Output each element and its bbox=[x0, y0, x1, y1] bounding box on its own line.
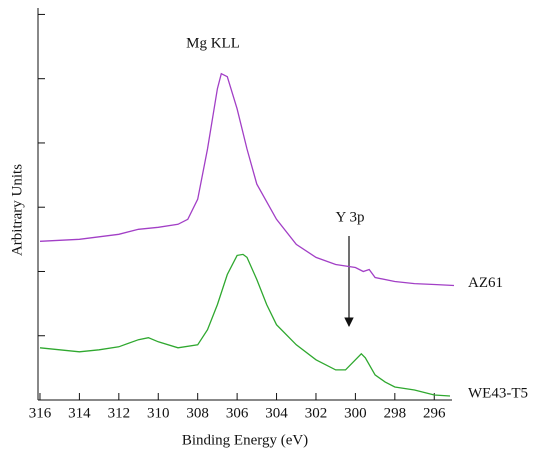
y-axis-label: Arbitrary Units bbox=[9, 164, 25, 256]
x-tick-label: 308 bbox=[186, 405, 209, 421]
x-tick-label: 314 bbox=[68, 405, 91, 421]
x-axis-label: Binding Energy (eV) bbox=[182, 432, 308, 448]
x-tick-label: 316 bbox=[29, 405, 52, 421]
annotation: Mg KLL bbox=[186, 35, 240, 51]
x-tick-label: 296 bbox=[423, 405, 446, 421]
series-line bbox=[39, 72, 455, 287]
x-tick-label: 300 bbox=[344, 405, 367, 421]
x-tick-label: 302 bbox=[305, 405, 328, 421]
series-label: WE43-T5 bbox=[468, 385, 528, 401]
x-tick-label: 312 bbox=[108, 405, 131, 421]
series-line bbox=[39, 253, 451, 397]
annotation: Y 3p bbox=[335, 209, 364, 225]
series-label: AZ61 bbox=[468, 275, 503, 291]
x-tick-label: 298 bbox=[384, 405, 407, 421]
x-tick-label: 310 bbox=[147, 405, 170, 421]
x-tick-label: 304 bbox=[265, 405, 288, 421]
x-tick-label: 306 bbox=[226, 405, 249, 421]
